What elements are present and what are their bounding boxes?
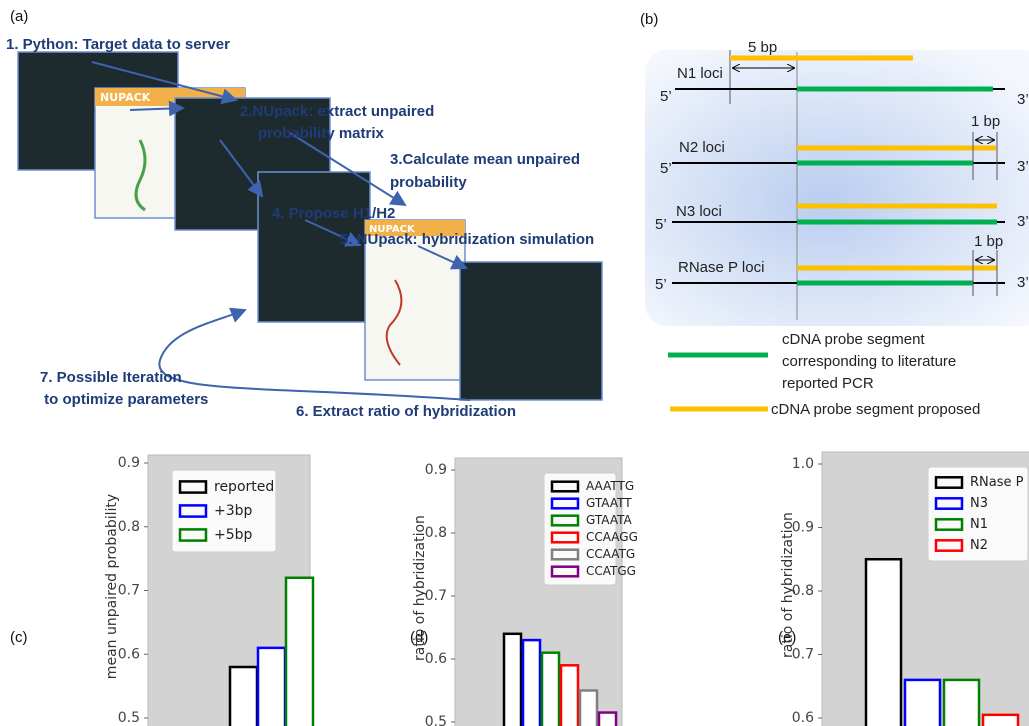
loci-label: N1 loci — [677, 65, 723, 82]
step: 2.NUpack: extract unpaired — [240, 103, 434, 120]
end-label: 5’ — [660, 160, 672, 177]
step: probability — [390, 174, 467, 191]
end-label: 3’ — [1017, 274, 1029, 291]
bar — [504, 634, 521, 726]
bar — [230, 667, 257, 726]
legend-label: CCAAGG — [586, 530, 638, 544]
legend-label: CCAATG — [586, 547, 635, 561]
step: 7. Possible Iteration — [40, 369, 182, 386]
bar — [944, 680, 979, 726]
step: 3.Calculate mean unpaired — [390, 151, 580, 168]
end-label: 3’ — [1017, 158, 1029, 175]
loci-label: N2 loci — [679, 139, 725, 156]
y-tick-label: 0.6 — [118, 646, 140, 662]
panel-label: (b) — [640, 11, 658, 28]
bar — [983, 715, 1018, 726]
legend-label: N2 — [970, 538, 988, 553]
step: to optimize parameters — [40, 391, 208, 408]
gap-label: 5 bp — [748, 39, 777, 56]
legend-label: CCATGG — [586, 564, 636, 578]
step: 4. Propose H1/H2 — [272, 205, 395, 222]
y-tick-label: 0.6 — [425, 651, 447, 667]
bar — [561, 665, 578, 726]
y-axis-label: ratio of hybridization — [412, 515, 428, 661]
legend-label: +5bp — [214, 527, 253, 543]
end-label: 5’ — [655, 216, 667, 233]
y-tick-label: 0.5 — [425, 714, 447, 726]
bar — [866, 559, 901, 726]
screenshot — [460, 262, 602, 400]
step: 6. Extract ratio of hybridization — [296, 403, 516, 420]
y-tick-label: 0.7 — [425, 588, 447, 604]
legend-text: reported PCR — [782, 375, 874, 392]
step: 1. Python: Target data to server — [6, 36, 230, 53]
bar — [580, 691, 597, 726]
legend-text: cDNA probe segment — [782, 331, 925, 348]
gap-label: 1 bp — [974, 233, 1003, 250]
bar — [523, 640, 540, 726]
legend-text: corresponding to literature — [782, 353, 956, 370]
legend-label: reported — [214, 479, 274, 495]
end-label: 5’ — [660, 88, 672, 105]
y-tick-label: 0.8 — [425, 525, 447, 541]
bar — [542, 653, 559, 726]
panel-label: (a) — [10, 8, 28, 25]
end-label: 3’ — [1017, 213, 1029, 230]
legend-label: GTAATA — [586, 513, 632, 527]
loci-label: RNase P loci — [678, 259, 764, 276]
panel-label: (c) — [10, 629, 28, 646]
y-tick-label: 0.7 — [118, 583, 140, 599]
step: 5. NUpack: hybridization simulation — [340, 231, 594, 248]
end-label: 3’ — [1017, 91, 1029, 108]
legend-label: +3bp — [214, 503, 253, 519]
end-label: 5’ — [655, 276, 667, 293]
y-tick-label: 0.8 — [118, 519, 140, 535]
y-tick-label: 0.5 — [118, 710, 140, 726]
legend-label: GTAATT — [586, 496, 632, 510]
legend-label: AAATTG — [586, 479, 634, 493]
step: probability matrix — [258, 125, 385, 142]
charts: 0.5 0.6 0.7 0.8 0.9 mean unpaired probability… — [104, 452, 1029, 726]
bar — [286, 578, 313, 726]
y-tick-label: 0.6 — [792, 710, 814, 726]
figure: (a) NUPACK NUPACK 1. Python: Target data… — [0, 0, 1029, 726]
gap-label: 1 bp — [971, 113, 1000, 130]
legend-label: N1 — [970, 517, 988, 532]
window-title: NUPACK — [100, 91, 151, 104]
panel-b: (b) 5 bp N1 loci 5’ 3’ 1 bp N2 loci 5’ 3… — [640, 11, 1029, 418]
legend-text: cDNA probe segment proposed — [771, 401, 980, 418]
y-tick-label: 0.9 — [118, 455, 140, 471]
y-tick-label: 0.9 — [425, 462, 447, 478]
bar — [599, 713, 616, 726]
y-axis-label: ratio of hybridization — [780, 512, 796, 658]
legend-label: RNase P — [970, 475, 1024, 490]
panel-a: (a) NUPACK NUPACK 1. Python: Target data… — [6, 8, 602, 420]
bar — [905, 680, 940, 726]
y-axis-label: mean unpaired probability — [104, 494, 120, 679]
legend-label: N3 — [970, 496, 988, 511]
y-tick-label: 1.0 — [792, 456, 814, 472]
loci-label: N3 loci — [676, 203, 722, 220]
bar — [258, 648, 285, 726]
